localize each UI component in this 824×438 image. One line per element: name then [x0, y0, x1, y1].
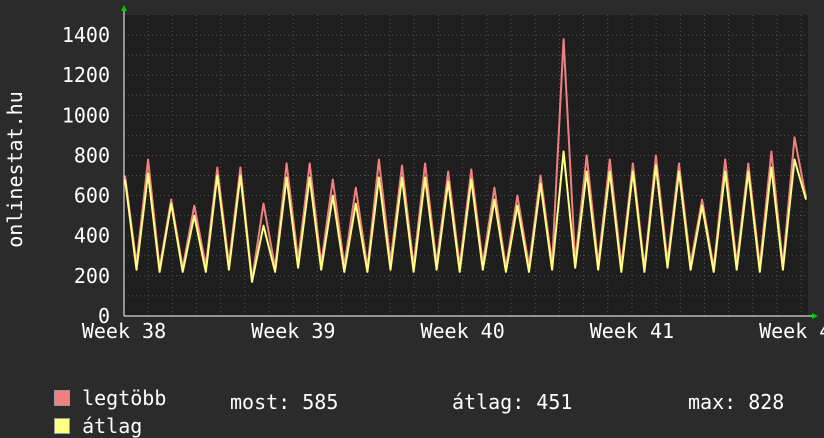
- legend-label-max: legtöbb: [82, 386, 167, 410]
- series-lines: [124, 38, 807, 283]
- x-axis-ticks: Week 38 Week 39 Week 40 Week 41 Week 42: [82, 319, 824, 343]
- axes: [121, 5, 818, 319]
- x-tick-label: Week 39: [251, 319, 335, 343]
- legend-swatch-max: [54, 390, 71, 406]
- legend-item-max: legtöbb: [30, 362, 166, 410]
- stat-max: max: 828: [688, 390, 785, 414]
- series-line-avg: [124, 150, 807, 283]
- y-axis-arrow-icon: [121, 5, 127, 11]
- y-tick-label: 400: [74, 224, 110, 248]
- plot-area: [124, 15, 808, 316]
- y-axis-ticks: 0 200 400 600 800 1000 1200 1400: [62, 23, 110, 328]
- legend-label-avg: átlag: [82, 414, 143, 438]
- y-tick-label: 1200: [62, 63, 110, 87]
- x-tick-label: Week 40: [420, 319, 504, 343]
- y-tick-label: 800: [74, 143, 110, 167]
- legend-swatch-avg: [54, 418, 71, 434]
- x-axis-arrow-icon: [812, 313, 818, 319]
- legend-item-avg: átlag: [30, 390, 142, 438]
- stat-most: most: 585: [230, 390, 339, 414]
- y-tick-label: 200: [74, 264, 110, 288]
- y-tick-label: 1000: [62, 103, 110, 127]
- y-tick-label: 1400: [62, 23, 110, 47]
- stat-atlag: átlag: 451: [452, 390, 573, 414]
- x-tick-label: Week 41: [590, 319, 674, 343]
- y-tick-label: 600: [74, 184, 110, 208]
- y-tick-label: 0: [98, 304, 110, 328]
- x-tick-label: Week 42: [759, 319, 824, 343]
- x-tick-label: Week 38: [82, 319, 166, 343]
- y-axis-label: onlinestat.hu: [3, 91, 27, 248]
